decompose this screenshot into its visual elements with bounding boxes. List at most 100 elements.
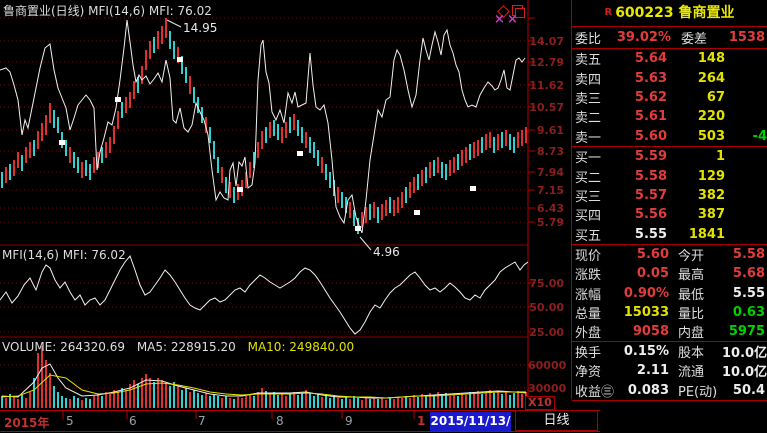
level-volume: 264 xyxy=(697,70,725,86)
axis-tick-label: 8.73 xyxy=(536,145,564,158)
axis-ticks xyxy=(62,17,535,419)
info-value: 0.15% xyxy=(623,344,669,360)
info-value: 0.05 xyxy=(636,266,669,282)
level-label: 买五 xyxy=(575,228,602,244)
ask-levels: 卖五 5.64 148 卖四 5.63 264 卖三 5.62 67 卖二 5.… xyxy=(572,49,767,147)
quote-level-row: 买三 5.57 382 xyxy=(572,186,767,205)
level-price: 5.56 xyxy=(634,207,667,223)
quote-panel: R 600223 鲁商置业 委比 39.02% 委差 1538 卖五 5.64 1… xyxy=(571,0,767,401)
info-row: 外盘 9058 内盘 5975 xyxy=(572,322,767,341)
axis-partial-label: 1 xyxy=(417,414,426,428)
info-row: 换手 0.15% 股本 10.0亿 xyxy=(572,342,767,361)
price-line-series xyxy=(0,19,526,234)
axis-tick-label: 6.43 xyxy=(536,202,564,215)
axis-month-label: 6 xyxy=(129,414,137,428)
volume-ma5-line xyxy=(1,363,526,399)
axis-tick-label: 11.62 xyxy=(529,79,564,92)
fundamental-rows: 换手 0.15% 股本 10.0亿 净资 2.11 流通 10.0亿 收益㊂ 0… xyxy=(572,342,767,401)
level-price: 5.59 xyxy=(634,149,667,165)
info-value: 5975 xyxy=(728,323,765,339)
info-row: 涨跌 0.05 最高 5.68 xyxy=(572,264,767,283)
level-volume: 1 xyxy=(715,149,725,165)
weicha-value: 1538 xyxy=(728,30,765,45)
info-label: 最高 xyxy=(678,268,705,284)
level-price: 5.57 xyxy=(634,188,667,204)
axis-month-label: 9 xyxy=(345,414,353,428)
level-price: 5.64 xyxy=(634,51,667,67)
axis-year-label: 2015年 xyxy=(4,416,50,430)
quote-level-row: 卖一 5.60 503 -4 xyxy=(572,127,767,146)
level-label: 卖二 xyxy=(575,111,602,127)
volume-ma10-label: MA10: 249840.00 xyxy=(247,340,355,354)
volume-bar-series xyxy=(1,346,527,408)
axis-tick-label: 60000 xyxy=(528,359,567,372)
info-value: 5.60 xyxy=(636,247,669,263)
rights-flag: R xyxy=(604,7,613,18)
info-value: 15033 xyxy=(623,304,669,320)
stock-code: 600223 xyxy=(615,5,674,21)
info-label: 最低 xyxy=(678,287,705,303)
axis-tick-label: 7.94 xyxy=(536,166,564,179)
level-label: 买一 xyxy=(575,151,602,167)
pane-borders xyxy=(0,0,600,432)
info-row: 总量 15033 量比 0.63 xyxy=(572,303,767,322)
info-label: 换手 xyxy=(575,346,602,362)
quote-level-row: 买二 5.58 129 xyxy=(572,166,767,186)
axis-tick-label: 5.79 xyxy=(536,216,564,229)
mfi-line-series xyxy=(0,255,529,335)
info-label: 流通 xyxy=(678,365,705,381)
info-value: 0.083 xyxy=(627,382,669,398)
info-row: 净资 2.11 流通 10.0亿 xyxy=(572,361,767,380)
axis-tick-label: 30000 xyxy=(528,382,567,395)
axis-tick-label: 12.79 xyxy=(529,56,564,69)
info-row: 收益㊂ 0.083 PE(动) 50.4 xyxy=(572,381,767,400)
axis-tick-label: 9.61 xyxy=(536,124,564,137)
period-button[interactable]: 日线 xyxy=(515,410,598,431)
level-volume: 129 xyxy=(697,168,725,184)
volume-scale-badge: X10 xyxy=(525,396,555,410)
info-value: 10.0亿 xyxy=(722,346,767,362)
level-label: 卖三 xyxy=(575,92,602,108)
info-value: 0.90% xyxy=(623,285,669,301)
level-volume: 382 xyxy=(697,188,725,204)
info-label: 今开 xyxy=(678,249,705,265)
level-volume: 1841 xyxy=(688,226,725,242)
info-label: 涨幅 xyxy=(575,287,602,303)
weibi-label: 委比 xyxy=(575,32,602,47)
level-volume: 148 xyxy=(697,51,725,67)
close-icon[interactable]: × xyxy=(494,12,505,27)
info-label: 量比 xyxy=(678,306,705,322)
info-value: 10.0亿 xyxy=(722,365,767,381)
info-row: 涨幅 0.90% 最低 5.55 xyxy=(572,283,767,303)
weibi-value: 39.02% xyxy=(616,30,671,45)
high-annotation: 14.95 xyxy=(183,21,218,35)
axis-tick-label: 25.00 xyxy=(529,326,564,339)
axis-tick-label: 50.00 xyxy=(529,301,564,314)
axis-tick-label: 7.15 xyxy=(536,184,564,197)
stock-name: 鲁商置业 xyxy=(678,5,735,21)
info-label: 总量 xyxy=(575,306,602,322)
quote-level-row: 卖二 5.61 220 xyxy=(572,107,767,126)
info-label: 收益㊂ xyxy=(575,384,615,400)
level-volume: 220 xyxy=(697,109,725,125)
info-value: 50.4 xyxy=(732,382,765,398)
level-label: 买二 xyxy=(575,170,602,186)
gridlines xyxy=(0,17,528,389)
info-value: 5.68 xyxy=(732,266,765,282)
candlestick-series xyxy=(1,18,527,234)
volume-ma10-line xyxy=(1,374,527,399)
level-label: 卖四 xyxy=(575,72,602,88)
info-label: PE(动) xyxy=(678,384,718,400)
main-chart-title: 鲁商置业(日线) MFI(14,6) MFI: 76.02 xyxy=(3,4,212,18)
mfi-pane-title: MFI(14,6) MFI: 76.02 xyxy=(2,248,126,262)
weibi-row: 委比 39.02% 委差 1538 xyxy=(572,27,767,49)
axis-month-label: 5 xyxy=(66,414,74,428)
axis-tick-label: 75.00 xyxy=(529,277,564,290)
close-icon[interactable]: × xyxy=(507,12,518,27)
level-label: 卖一 xyxy=(575,130,602,146)
info-label: 外盘 xyxy=(575,325,602,341)
restore-window-icon[interactable] xyxy=(512,5,525,18)
info-value: 0.63 xyxy=(732,304,765,320)
axis-tick-label: 10.57 xyxy=(529,101,564,114)
